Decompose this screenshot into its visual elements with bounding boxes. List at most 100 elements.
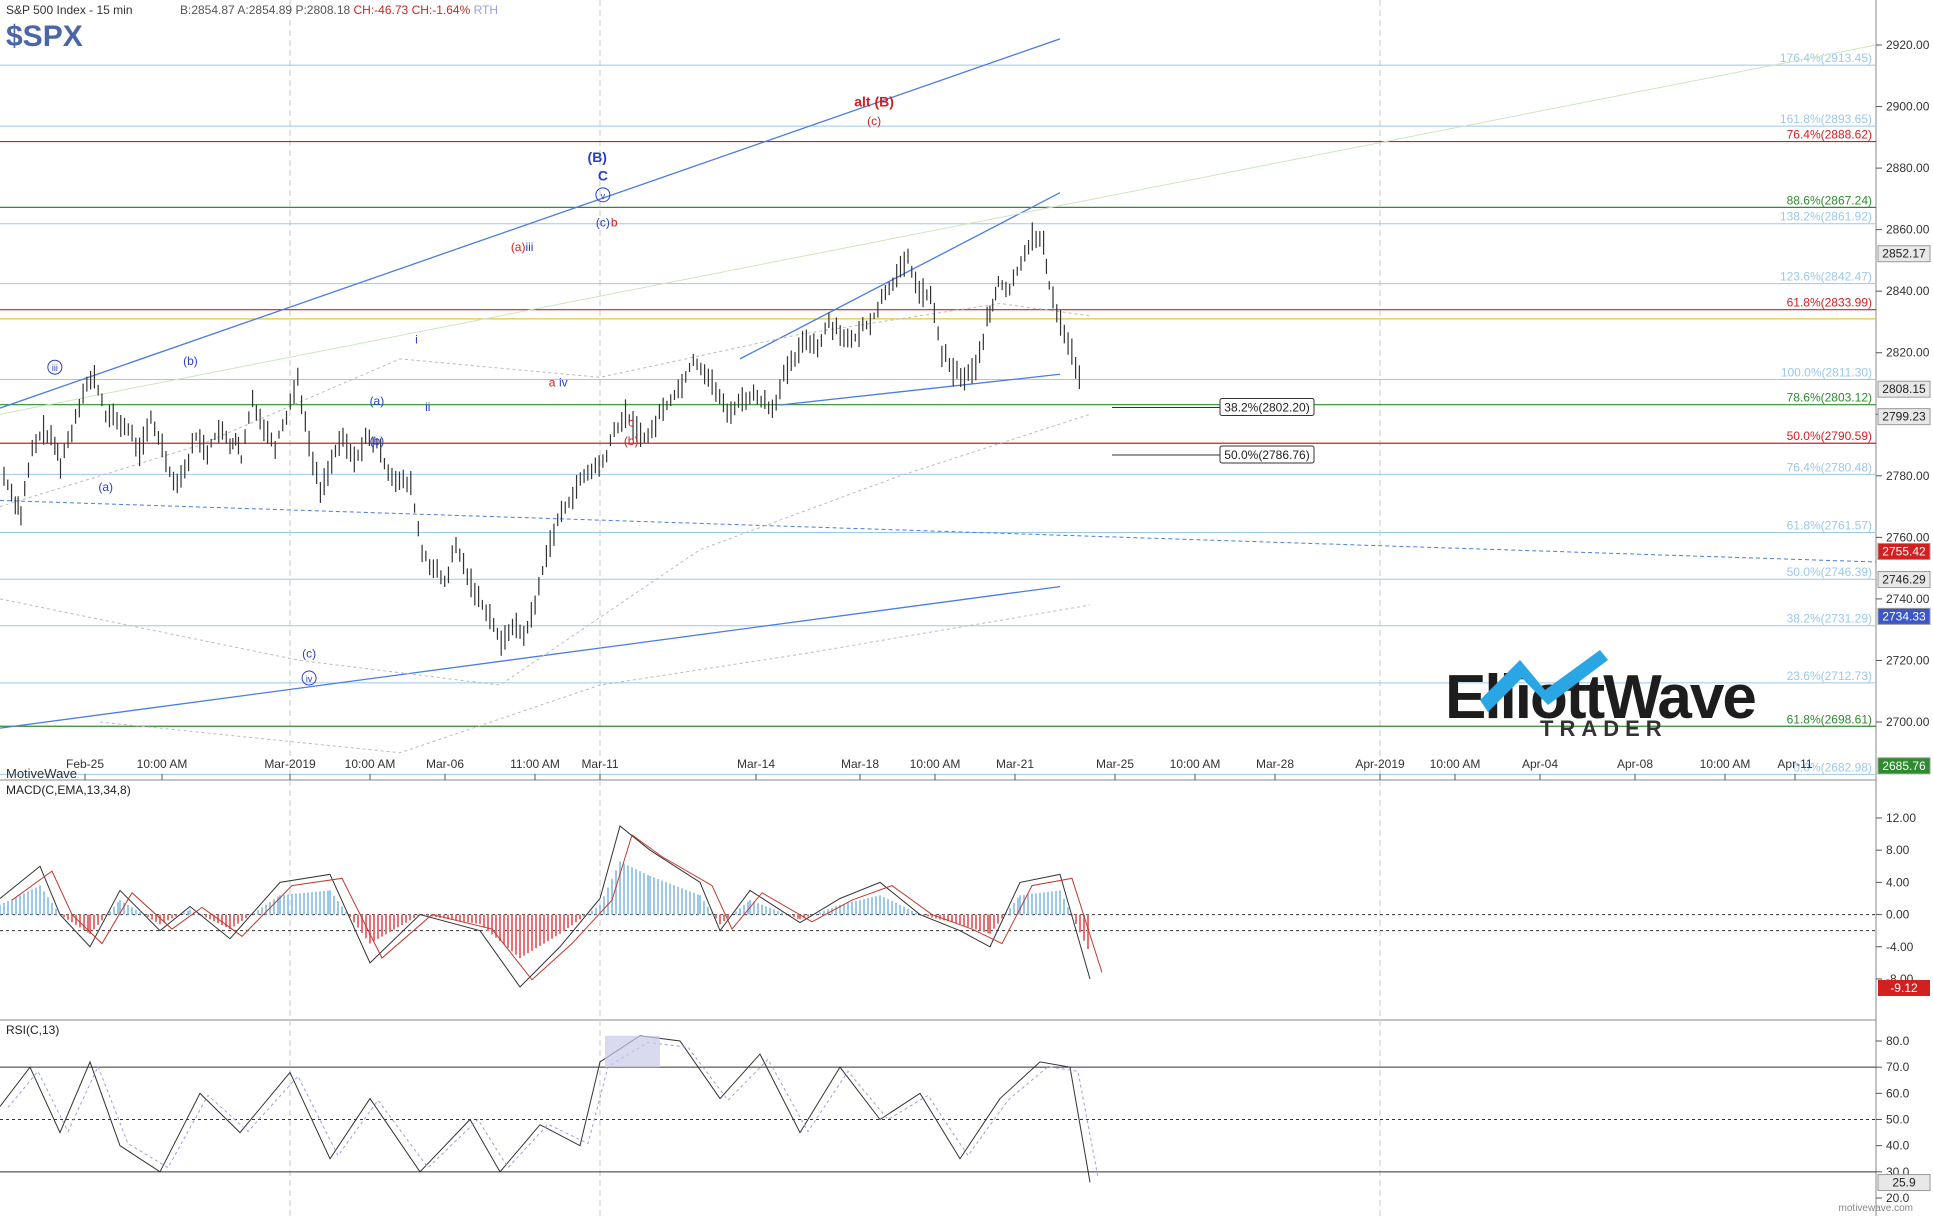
rsi-line xyxy=(0,1035,1091,1183)
dashed-trend-line xyxy=(0,499,1877,563)
price-tick-label-10: 2900.00 xyxy=(1886,100,1930,114)
wave-label-15: v xyxy=(601,191,606,201)
macd-title: MACD(C,EMA,13,34,8) xyxy=(6,783,131,797)
fib-label-9: 50.0%(2790.59) xyxy=(1787,429,1872,443)
x-tick-label-9: 10:00 AM xyxy=(910,757,961,771)
wave-label-16: (c) xyxy=(596,216,610,230)
quote-bar: B:2854.87 A:2854.89 P:2808.18 CH:-46.73 … xyxy=(180,3,498,17)
x-tick-label-11: Mar-25 xyxy=(1096,757,1134,771)
fib-label-2: 76.4%(2888.62) xyxy=(1787,128,1872,142)
trend-line-1 xyxy=(0,585,1061,729)
price-tick-label-3: 2760.00 xyxy=(1886,530,1930,544)
x-tick-label-16: Apr-04 xyxy=(1522,757,1558,771)
x-tick-label-2: Mar-2019 xyxy=(264,757,316,771)
wave-label-21: (c) xyxy=(867,114,881,128)
x-tick-label-18: 10:00 AM xyxy=(1700,757,1751,771)
fib-label-16: 0.0%(2682.98) xyxy=(1793,760,1872,774)
logo-wave-icon xyxy=(1480,650,1608,712)
fib-label-5: 123.6%(2842.47) xyxy=(1780,270,1872,284)
wave-label-8: ii xyxy=(425,400,430,414)
faint-green-channel xyxy=(0,44,1877,415)
x-tick-label-7: Mar-14 xyxy=(737,757,775,771)
price-tag-2: 2799.23 xyxy=(1882,410,1926,424)
fib-label-15: 61.8%(2698.61) xyxy=(1787,712,1872,726)
wave-label-1: (b) xyxy=(183,354,198,368)
rsi-signal xyxy=(7,1041,1099,1178)
wave-label-12: iv xyxy=(559,376,568,390)
x-tick-label-10: Mar-21 xyxy=(996,757,1034,771)
brand-label: MotiveWave xyxy=(6,766,78,781)
wave-label-20: alt (B) xyxy=(854,94,894,110)
price-tag-5: 2734.33 xyxy=(1882,609,1926,623)
price-tag-rect-0 xyxy=(1877,245,1931,263)
rsi-tick-label-1: 70.0 xyxy=(1886,1060,1910,1074)
macd-line xyxy=(0,825,1091,988)
wave-label-3: (b) xyxy=(370,434,385,448)
price-tick-label-4: 2780.00 xyxy=(1886,469,1930,483)
watermark: motivewave.com xyxy=(1838,1203,1913,1214)
fib-label-4: 138.2%(2861.92) xyxy=(1780,210,1872,224)
wave-label-6: iv xyxy=(306,674,313,684)
wave-circle-6 xyxy=(301,670,317,686)
rsi-tick-label-4: 40.0 xyxy=(1886,1139,1910,1153)
price-tick-label-1: 2720.00 xyxy=(1886,653,1930,667)
fib-label-0: 176.4%(2913.45) xyxy=(1780,51,1872,65)
price-tag-4: 2746.29 xyxy=(1882,573,1926,587)
ma-curve-2 xyxy=(99,604,1091,754)
rsi-overbought-fill xyxy=(605,1035,660,1068)
chart-title: S&P 500 Index - 15 min xyxy=(6,3,133,17)
ma-curve-0 xyxy=(0,302,1091,508)
price-tick-label-6: 2820.00 xyxy=(1886,346,1930,360)
wave-label-13: (B) xyxy=(588,149,607,165)
price-tag-6: 2685.76 xyxy=(1882,759,1926,773)
boxed-label-0: 38.2%(2802.20) xyxy=(1224,401,1309,415)
change-value: CH:-46.73 xyxy=(353,3,409,17)
fib-label-12: 50.0%(2746.39) xyxy=(1787,565,1872,579)
price-tick-label-9: 2880.00 xyxy=(1886,161,1930,175)
trend-line-3 xyxy=(779,373,1061,406)
price-tag-1: 2808.15 xyxy=(1882,382,1926,396)
ask-value: A:2854.89 xyxy=(237,3,293,17)
trend-line-0 xyxy=(0,38,1061,409)
price-tag-rect-3 xyxy=(1877,542,1931,560)
wave-label-10: iii xyxy=(525,240,533,254)
wave-label-18: c xyxy=(628,416,634,430)
price-tag-rect-2 xyxy=(1877,408,1931,426)
fib-label-7: 100.0%(2811.30) xyxy=(1781,365,1872,379)
macd-last-value: -9.12 xyxy=(1890,981,1918,995)
fib-label-1: 161.8%(2893.65) xyxy=(1780,112,1872,126)
price-tick-label-7: 2840.00 xyxy=(1886,284,1930,298)
wave-label-9: (a) xyxy=(511,240,526,254)
x-tick-label-6: Mar-11 xyxy=(581,757,618,771)
wave-circle-15 xyxy=(595,187,611,203)
rsi-last-rect xyxy=(1877,1174,1931,1192)
x-tick-label-0: Feb-25 xyxy=(66,757,104,771)
macd-tick-label-2: 4.00 xyxy=(1886,875,1910,889)
boxed-label-1: 50.0%(2786.76) xyxy=(1224,448,1309,462)
macd-tick-label-4: -4.00 xyxy=(1886,940,1914,954)
x-tick-label-17: Apr-08 xyxy=(1617,757,1653,771)
x-tick-label-19: Apr-11 xyxy=(1777,757,1812,771)
fib-label-14: 23.6%(2712.73) xyxy=(1787,669,1872,683)
wave-label-14: C xyxy=(598,167,608,183)
x-tick-label-5: 11:00 AM xyxy=(510,757,560,771)
bid-value: B:2854.87 xyxy=(180,3,235,17)
wave-label-7: i xyxy=(415,332,418,346)
fib-label-6: 61.8%(2833.99) xyxy=(1787,296,1872,310)
price-tag-rect-4 xyxy=(1877,571,1931,589)
rsi-tick-label-0: 80.0 xyxy=(1886,1034,1910,1048)
wave-label-17: b xyxy=(611,216,618,230)
rsi-last-value: 25.9 xyxy=(1892,1176,1916,1190)
x-tick-label-4: Mar-06 xyxy=(426,757,464,771)
macd-tick-label-0: 12.00 xyxy=(1886,811,1916,825)
macd-tick-label-1: 8.00 xyxy=(1886,843,1910,857)
price-tag-rect-1 xyxy=(1877,380,1931,398)
fib-label-13: 38.2%(2731.29) xyxy=(1787,612,1872,626)
logo-text-sub: TRADER xyxy=(1540,716,1668,741)
macd-tick-label-3: 0.00 xyxy=(1886,908,1910,922)
price-tick-label-8: 2860.00 xyxy=(1886,223,1930,237)
boxed-rect-1 xyxy=(1219,445,1315,464)
x-tick-label-3: 10:00 AM xyxy=(345,757,396,771)
